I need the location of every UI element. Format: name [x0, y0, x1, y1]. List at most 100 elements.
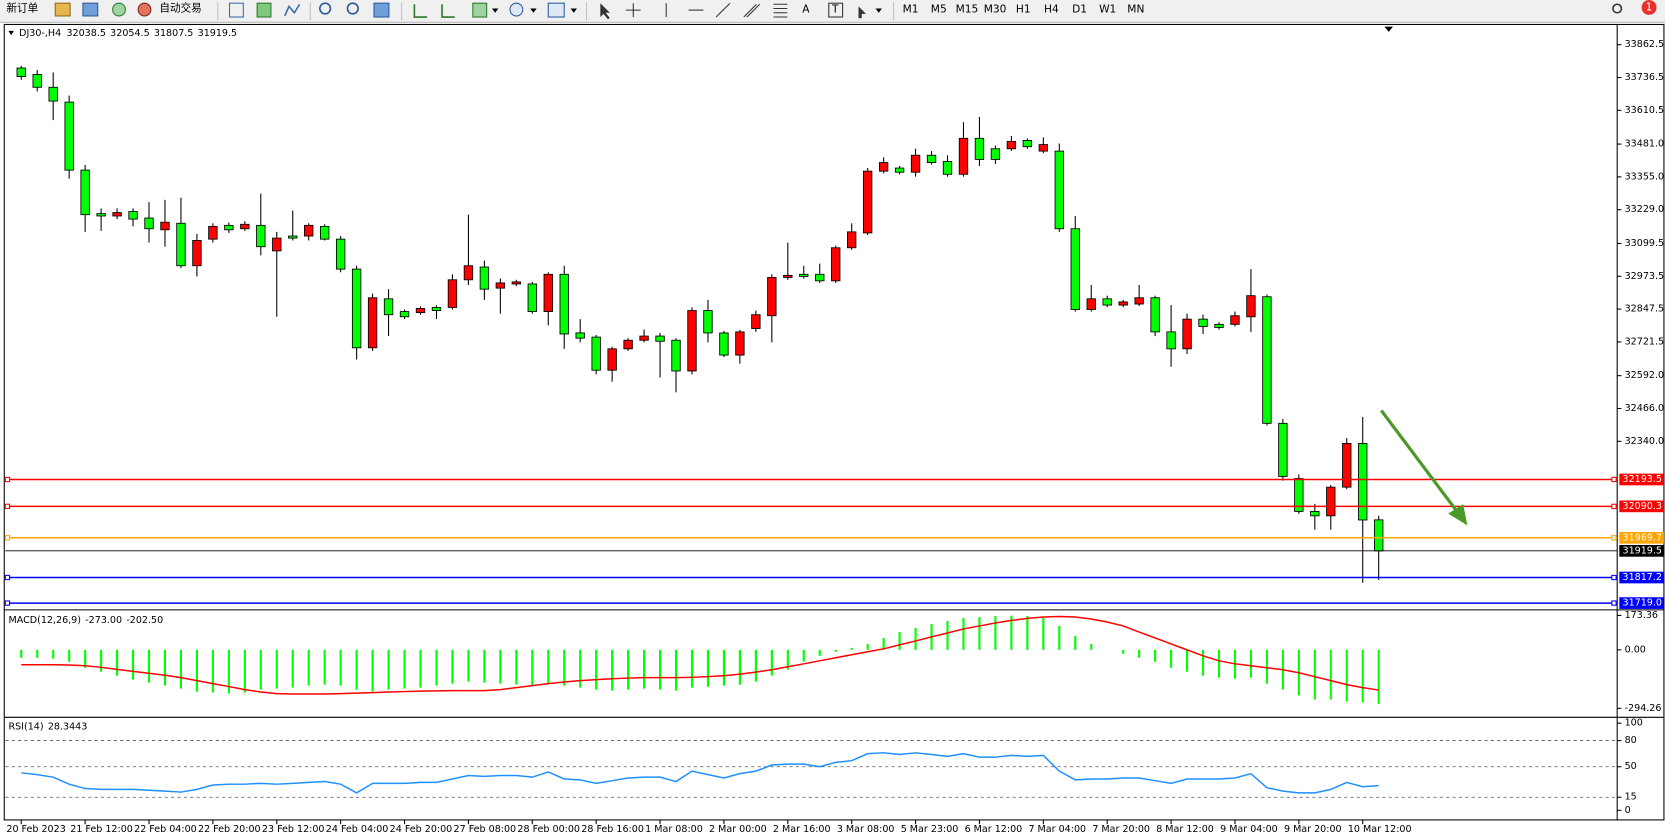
- icon-button[interactable]: [112, 2, 126, 17]
- timeframe-button[interactable]: M1: [903, 3, 919, 16]
- price-label-bg: [1619, 545, 1664, 557]
- candle-body: [974, 137, 985, 160]
- text-tool[interactable]: A: [802, 3, 810, 16]
- notification-badge[interactable]: [1641, 0, 1657, 15]
- candle-body: [320, 225, 330, 240]
- candle-body: [1134, 297, 1144, 305]
- chart-frame: [3, 23, 1665, 821]
- channel-button[interactable]: [743, 3, 761, 18]
- tile-button[interactable]: [373, 2, 390, 18]
- x-tick-label: 20 Feb 2023: [6, 824, 65, 835]
- price-label: 31919.5: [1622, 545, 1661, 556]
- candle-body: [1150, 297, 1160, 333]
- rsi-readout: 28.3443: [48, 721, 87, 732]
- candle-body: [1278, 422, 1288, 477]
- label-tool[interactable]: T: [831, 3, 839, 16]
- price-label-bg: [1619, 571, 1664, 584]
- y-tick-label: -294.26: [1625, 703, 1662, 714]
- y-tick-label: 33229.0: [1625, 204, 1664, 215]
- candle-body: [575, 332, 585, 339]
- y-tick-label: 0.00: [1625, 644, 1646, 655]
- icon-button[interactable]: [82, 2, 99, 17]
- price-label-bg: [1619, 473, 1664, 486]
- signal-readout: -202.50: [126, 614, 163, 625]
- candle-body: [831, 247, 841, 282]
- x-tick-label: 27 Feb 08:00: [454, 824, 517, 835]
- timeframe-button[interactable]: D1: [1072, 3, 1087, 16]
- candle-body: [64, 101, 74, 171]
- timeframe-button[interactable]: MN: [1127, 3, 1144, 16]
- line-chart-button[interactable]: [284, 3, 301, 17]
- auto-trading-button[interactable]: 自动交易: [159, 2, 201, 15]
- timeframe-button[interactable]: W1: [1099, 3, 1116, 16]
- templates-button[interactable]: [547, 2, 565, 18]
- candle-chart-button[interactable]: [256, 2, 272, 18]
- fibo-button[interactable]: [773, 3, 788, 18]
- candle-body: [639, 335, 649, 341]
- candle-body: [415, 308, 426, 314]
- cursor-button[interactable]: [600, 3, 610, 20]
- level-handle: [4, 600, 11, 606]
- zoom-out-button[interactable]: [346, 2, 359, 15]
- level-handle: [4, 535, 11, 541]
- y-tick-label: 80: [1625, 735, 1637, 746]
- timeframe-bar: M1 M5 M15 M30 H1 H4 D1 W1 MN: [903, 3, 1145, 16]
- indicator-line: [21, 615, 1379, 695]
- label-tool-frame[interactable]: [828, 2, 844, 18]
- arrows-button[interactable]: [858, 6, 866, 19]
- candle-body: [1022, 140, 1033, 148]
- timeframe-button[interactable]: M5: [931, 3, 947, 16]
- candle-body: [399, 311, 410, 318]
- toolbar: 新订单 自动交易 A T M1 M5 M1: [0, 0, 1665, 23]
- candle-body: [144, 217, 154, 230]
- crosshair-button[interactable]: [625, 3, 641, 18]
- dropdown-arrow[interactable]: [875, 8, 882, 13]
- candle-body: [208, 225, 218, 240]
- notification-count: 1: [1646, 0, 1653, 13]
- x-tick-label: 9 Mar 04:00: [1220, 824, 1278, 835]
- bar-chart-button[interactable]: [228, 2, 244, 18]
- indicators-button[interactable]: [472, 2, 488, 18]
- search-button[interactable]: [1612, 3, 1623, 14]
- timeframe-button[interactable]: H1: [1016, 3, 1031, 16]
- x-tick-label: 10 Mar 12:00: [1348, 824, 1412, 835]
- dropdown-arrow[interactable]: [570, 8, 577, 13]
- candle-body: [431, 306, 442, 311]
- icon-button[interactable]: [54, 2, 71, 17]
- trend-arrow: [1380, 409, 1460, 514]
- candle-body: [543, 273, 553, 313]
- timeframe-button[interactable]: M30: [984, 3, 1007, 16]
- trendline-button[interactable]: [715, 2, 731, 18]
- rsi-header: RSI(14) 28.3443: [9, 721, 88, 732]
- candle-body: [671, 339, 681, 372]
- auto-trading-icon[interactable]: [137, 2, 152, 17]
- x-tick-label: 2 Mar 16:00: [773, 824, 831, 835]
- chart-shift-marker[interactable]: [1384, 26, 1393, 32]
- x-tick-label: 24 Feb 04:00: [326, 824, 389, 835]
- level-handle: [1611, 503, 1617, 510]
- candle-body: [192, 240, 202, 267]
- timeframe-button[interactable]: M15: [956, 3, 979, 16]
- dropdown-arrow[interactable]: [491, 8, 499, 13]
- candle-body: [783, 274, 793, 278]
- candle-body: [894, 167, 905, 173]
- level-handle: [4, 503, 11, 510]
- candle-body: [1086, 298, 1096, 310]
- y-tick-label: 32340.0: [1625, 436, 1664, 447]
- macd-title: MACD(12,26,9): [9, 614, 81, 625]
- level-handle: [1611, 574, 1617, 581]
- candle-body: [367, 297, 378, 349]
- periods-button[interactable]: [509, 2, 524, 17]
- timeframe-button[interactable]: H4: [1044, 3, 1059, 16]
- candle-body: [1118, 301, 1128, 306]
- zoom-in-button[interactable]: [319, 2, 332, 15]
- candle-body: [511, 281, 521, 285]
- y-tick-label: 15: [1625, 792, 1637, 803]
- trend-arrow-head: [1448, 504, 1468, 526]
- shift-button[interactable]: [441, 4, 455, 18]
- new-order-button[interactable]: 新订单: [6, 2, 38, 15]
- dropdown-arrow[interactable]: [530, 8, 537, 13]
- scroll-button[interactable]: [413, 4, 428, 18]
- x-tick-label: 28 Feb 00:00: [517, 824, 580, 835]
